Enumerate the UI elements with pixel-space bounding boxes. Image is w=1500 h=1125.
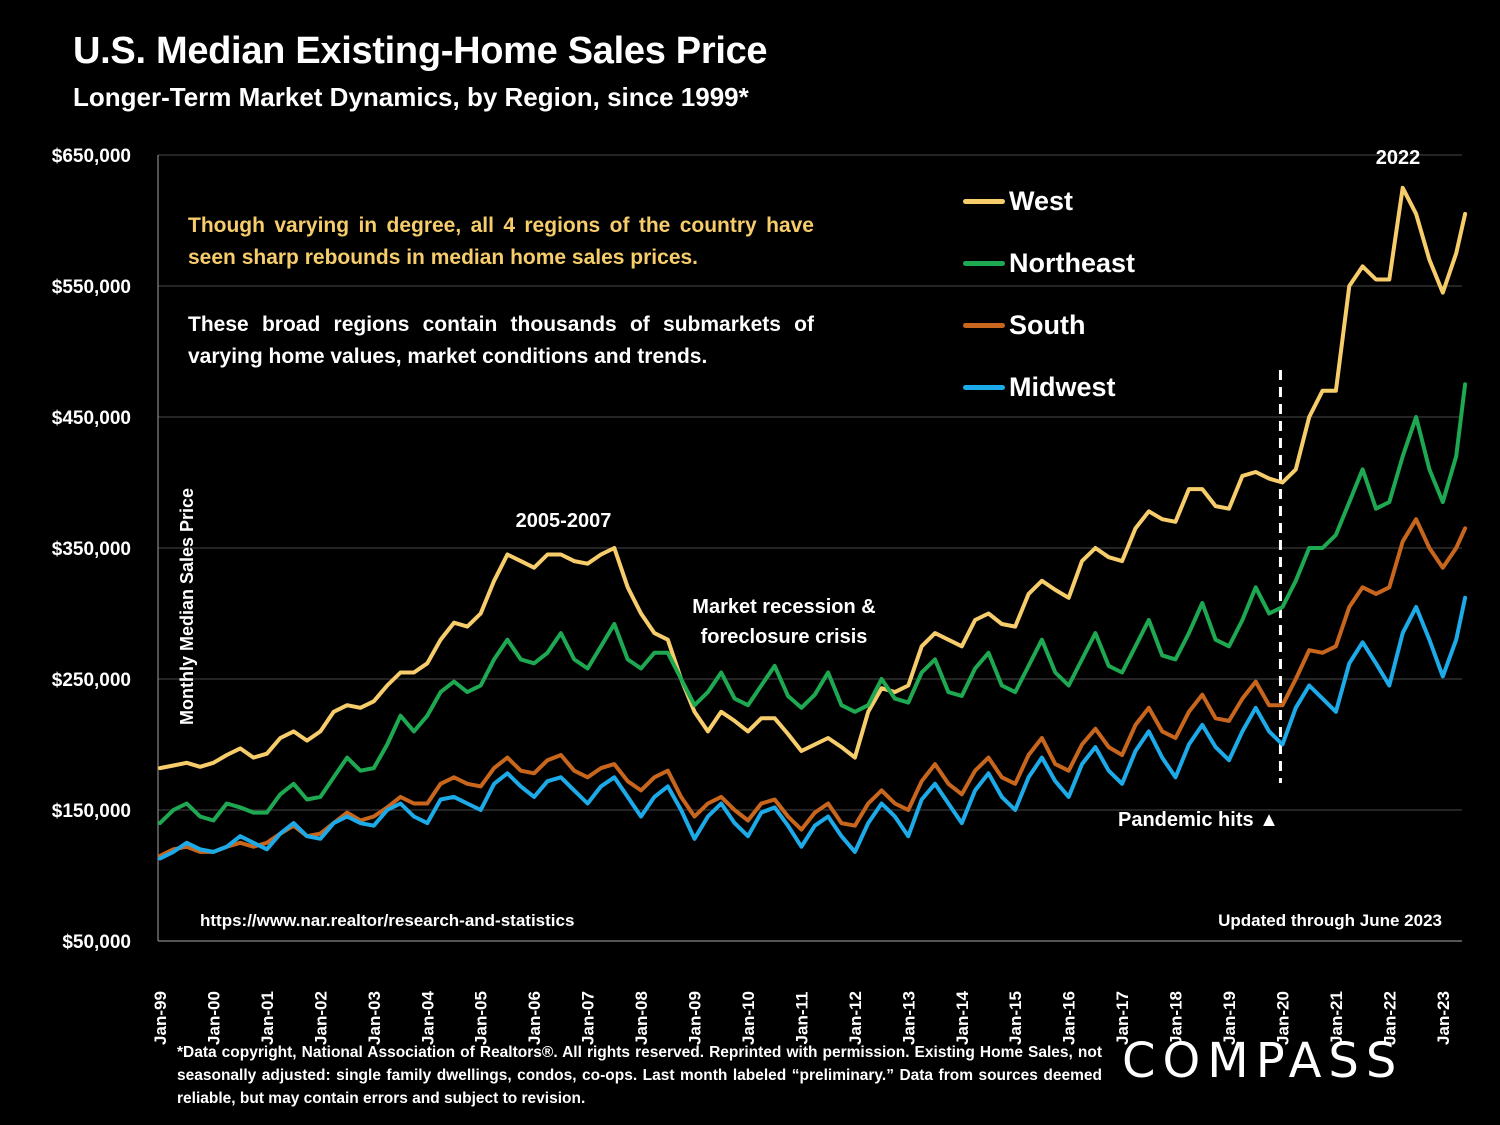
legend-item-south: South [963,294,1135,356]
x-tick-label: Jan-15 [1006,991,1025,1045]
legend-item-northeast: Northeast [963,232,1135,294]
x-tick-label: Jan-17 [1113,991,1132,1045]
x-tick-label: Jan-16 [1060,991,1079,1045]
compass-logo: COMPASS [1122,1033,1404,1089]
chart-title: U.S. Median Existing-Home Sales Price [73,30,768,72]
x-tick-label: Jan-04 [418,991,437,1045]
annotation-recession: Market recession & foreclosure crisis [664,592,904,652]
annotation-pandemic-text: Pandemic hits [1118,809,1254,831]
y-axis-label: Monthly Median Sales Price [177,488,197,725]
x-tick-label: Jan-03 [365,991,384,1045]
series-line-south [158,517,1468,858]
x-tick-label: Jan-13 [899,991,918,1045]
legend-swatch-midwest [963,384,1005,390]
x-tick-labels: Jan-99 Jan-00 Jan-01 Jan-02 Jan-03 Jan-04 Jan-… [151,991,1453,1045]
x-tick-label: Jan-11 [792,992,811,1045]
source-url: https://www.nar.realtor/research-and-sta… [200,911,575,930]
y-tick-label: $650,000 [52,146,131,167]
legend-item-midwest: Midwest [963,356,1135,418]
x-tick-label: Jan-01 [258,991,277,1045]
x-tick-label: Jan-07 [579,991,598,1045]
legend: West Northeast South Midwest [963,170,1135,418]
y-tick-label: $50,000 [62,932,131,953]
x-tick-label: Jan-18 [1167,991,1186,1045]
series-lines [158,185,1468,861]
legend-item-west: West [963,170,1135,232]
triangle-up-icon: ▲ [1259,809,1279,831]
legend-label-northeast: Northeast [1009,247,1136,278]
legend-label-south: South [1009,309,1086,340]
legend-label-midwest: Midwest [1009,371,1116,402]
legend-swatch-west [963,198,1005,204]
annotation-2022: 2022 [1375,147,1421,169]
y-tick-label: $150,000 [52,801,131,822]
series-line-west [158,185,1468,771]
updated-note: Updated through June 2023 [1218,911,1442,930]
body-note: These broad regions contain thousands of… [188,313,814,368]
annotation-recession-line2: foreclosure crisis [700,626,868,648]
y-tick-labels: $50,000 $150,000 $250,000 $350,000 $450,000 $… [52,146,131,953]
x-tick-label: Jan-06 [525,991,544,1045]
x-tick-label: Jan-02 [311,991,330,1045]
x-tick-label: Jan-19 [1220,991,1239,1045]
y-tick-label: $350,000 [52,539,131,560]
x-tick-label: Jan-08 [632,991,651,1045]
series-line-midwest [158,595,1468,861]
x-tick-label: Jan-00 [204,991,223,1045]
x-tick-label: Jan-21 [1327,991,1346,1045]
footer-disclaimer: *Data copyright, National Association of… [177,1044,1102,1107]
x-tick-label: Jan-10 [739,991,758,1045]
annotation-pandemic: Pandemic hits ▲ [1118,805,1298,835]
x-tick-label: Jan-14 [953,991,972,1045]
x-tick-label: Jan-99 [151,991,170,1045]
x-tick-label: Jan-05 [472,991,491,1045]
legend-swatch-south [963,322,1005,328]
annotation-recession-line1: Market recession & [692,596,876,618]
y-tick-label: $450,000 [52,408,131,429]
gridlines [158,154,1462,811]
x-tick-label: Jan-12 [846,991,865,1045]
x-tick-label: Jan-20 [1273,991,1292,1045]
annotation-2005-2007: 2005-2007 [515,510,612,532]
axes [157,155,1462,942]
x-tick-label: Jan-09 [686,991,705,1045]
x-tick-label: Jan-23 [1434,991,1453,1045]
legend-label-west: West [1009,185,1074,216]
highlight-note: Though varying in degree, all 4 regions … [188,214,814,269]
series-line-northeast [158,382,1468,826]
y-tick-label: $250,000 [52,670,131,691]
legend-swatch-northeast [963,260,1005,266]
chart-subtitle: Longer-Term Market Dynamics, by Region, … [73,82,749,112]
x-tick-label: Jan-22 [1380,991,1399,1045]
y-tick-label: $550,000 [52,277,131,298]
